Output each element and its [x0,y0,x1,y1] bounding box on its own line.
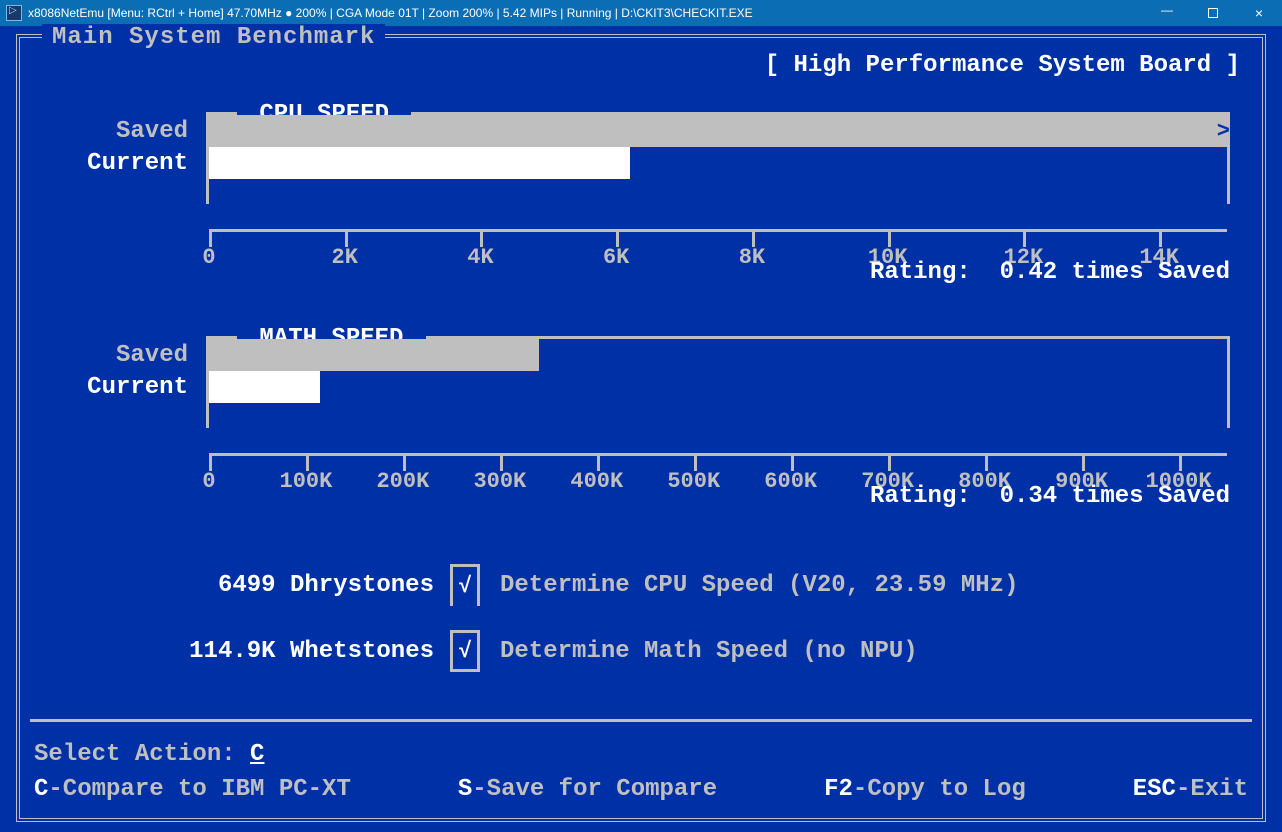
close-button[interactable]: × [1236,0,1282,26]
minimize-button[interactable]: — [1144,0,1190,26]
result-description: Determine Math Speed (no NPU) [480,638,918,665]
command-hint[interactable]: ESC-Exit [1133,773,1248,808]
main-frame: Main System Benchmark [ High Performance… [16,34,1266,822]
footer-divider [30,719,1252,722]
row-label-current: Current [87,152,188,176]
result-value: 114.9K Whetstones [80,638,450,665]
titlebar[interactable]: x8086NetEmu [Menu: RCtrl + Home] 47.70MH… [0,0,1282,26]
math-plot: MATH SPEED 0100K200K300K400K500K600K700K… [206,336,1230,428]
axis-tick-label: 300K [473,469,526,494]
row-label-current: Current [87,376,188,400]
math-speed-chart: Saved Current MATH SPEED 0100K200K300K40… [206,336,1230,428]
command-key: C [34,776,48,803]
app-window: x8086NetEmu [Menu: RCtrl + Home] 47.70MH… [0,0,1282,832]
action-input[interactable]: C [250,741,264,768]
command-desc: -Save for Compare [472,776,717,803]
axis-tick-label: 400K [570,469,623,494]
frame-title: Main System Benchmark [42,24,385,51]
command-desc: -Copy to Log [853,776,1026,803]
axis-tick-label: 0 [202,469,215,494]
results-section: 6499 Dhrystones√Determine CPU Speed (V20… [80,563,1222,695]
footer: Select Action: C C-Compare to IBM PC-XTS… [34,738,1248,808]
command-key: S [458,776,472,803]
math-bar-current [209,371,320,403]
app-icon [6,5,22,21]
axis-tick-label: 8K [739,245,765,270]
maximize-button[interactable] [1190,0,1236,26]
cpu-plot: CPU SPEED > 02K4K6K8K10K12K14K [206,112,1230,204]
axis-tick-label: 500K [667,469,720,494]
math-rating: Rating: 0.34 times Saved [870,483,1230,510]
dos-screen: Main System Benchmark [ High Performance… [0,26,1282,832]
result-row: 114.9K Whetstones√Determine Math Speed (… [80,629,1222,673]
command-key: ESC [1133,776,1176,803]
select-action-line: Select Action: C [34,738,1248,773]
axis-tick-label: 0 [202,245,215,270]
axis-tick-label: 6K [603,245,629,270]
command-hint[interactable]: F2-Copy to Log [824,773,1026,808]
cpu-bar-current [209,147,630,179]
cpu-rating: Rating: 0.42 times Saved [870,259,1230,286]
axis-tick-label: 4K [467,245,493,270]
command-line: C-Compare to IBM PC-XT S-Save for Compare… [34,773,1248,808]
cpu-speed-chart: Saved Current CPU SPEED > 02K4K6K8K10K12… [206,112,1230,204]
result-description: Determine CPU Speed (V20, 23.59 MHz) [480,572,1018,599]
frame-subtitle: [ High Performance System Board ] [765,52,1240,79]
math-axis: 0100K200K300K400K500K600K700K800K900K100… [209,453,1227,456]
command-desc: -Compare to IBM PC-XT [48,776,350,803]
row-label-saved: Saved [116,120,188,144]
math-bar-saved [209,339,539,371]
result-row: 6499 Dhrystones√Determine CPU Speed (V20… [80,563,1222,607]
axis-tick-label: 100K [280,469,333,494]
result-value: 6499 Dhrystones [80,572,450,599]
command-key: F2 [824,776,853,803]
overflow-arrow-icon: > [1217,121,1230,143]
check-icon: √ [450,630,480,672]
axis-tick-label: 2K [332,245,358,270]
row-label-saved: Saved [116,344,188,368]
command-hint[interactable]: S-Save for Compare [458,773,717,808]
axis-tick-label: 200K [376,469,429,494]
command-hint[interactable]: C-Compare to IBM PC-XT [34,773,351,808]
command-desc: -Exit [1176,776,1248,803]
axis-tick-label: 600K [764,469,817,494]
cpu-axis: 02K4K6K8K10K12K14K [209,229,1227,232]
cpu-bar-saved: > [209,115,1227,147]
window-title: x8086NetEmu [Menu: RCtrl + Home] 47.70MH… [28,6,753,20]
check-icon: √ [450,564,480,606]
